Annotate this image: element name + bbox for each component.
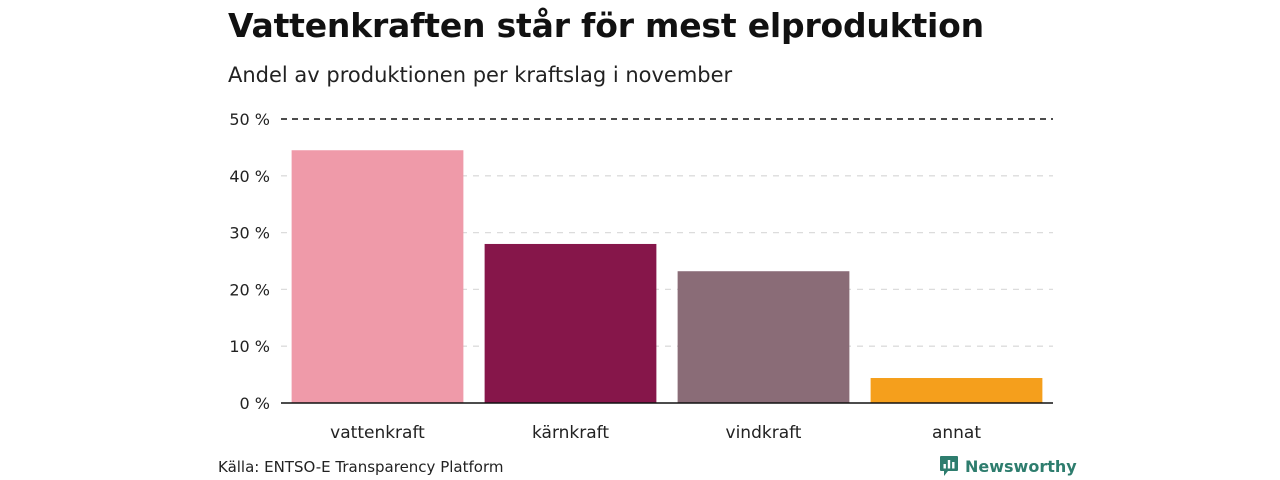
chart-title: Vattenkraften står för mest elproduktion (228, 6, 984, 45)
x-tick-label: vindkraft (726, 423, 802, 443)
y-tick-label: 20 % (229, 280, 270, 299)
y-tick-label: 30 % (229, 224, 270, 243)
x-tick-label: kärnkraft (532, 423, 609, 443)
y-tick-label: 40 % (229, 167, 270, 186)
chart-subtitle: Andel av produktionen per kraftslag i no… (228, 63, 733, 87)
y-tick-label: 10 % (229, 337, 270, 356)
bar-kärnkraft (484, 243, 657, 403)
x-tick-label: vattenkraft (330, 423, 425, 443)
y-tick-label: 0 % (240, 394, 270, 413)
bar-vindkraft (677, 271, 850, 403)
source-note: Källa: ENTSO-E Transparency Platform (218, 458, 504, 476)
brand-name: Newsworthy (965, 456, 1077, 476)
bar-annat (870, 378, 1043, 403)
brand[interactable]: Newsworthy (939, 455, 1077, 477)
y-tick-label: 50 % (229, 110, 270, 129)
x-tick-label: annat (932, 423, 981, 443)
bar-vattenkraft (291, 150, 464, 403)
newsworthy-logo-icon (940, 456, 958, 476)
